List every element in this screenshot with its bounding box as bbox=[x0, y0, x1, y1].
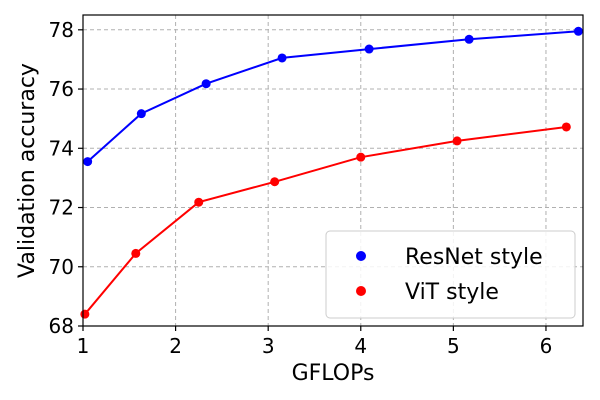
legend-label: ResNet style bbox=[405, 245, 543, 270]
x-tick-label: 1 bbox=[77, 334, 90, 358]
data-point bbox=[356, 152, 366, 162]
data-point bbox=[573, 26, 583, 36]
data-point bbox=[136, 109, 146, 119]
y-axis-label: Validation accuracy bbox=[15, 63, 40, 278]
plot-frame bbox=[82, 14, 584, 327]
legend-entry: ViT style bbox=[356, 280, 499, 305]
series-0 bbox=[83, 26, 583, 167]
data-point bbox=[277, 53, 287, 63]
x-tick-label: 6 bbox=[540, 334, 553, 358]
legend-entry: ResNet style bbox=[356, 245, 543, 270]
data-point bbox=[561, 122, 571, 132]
legend-marker bbox=[356, 286, 366, 296]
data-point bbox=[452, 136, 462, 146]
data-point bbox=[364, 44, 374, 54]
data-point bbox=[201, 79, 211, 89]
data-point bbox=[131, 248, 141, 258]
y-tick-label: 78 bbox=[49, 18, 74, 42]
data-point bbox=[83, 157, 93, 167]
legend-marker bbox=[356, 251, 366, 261]
x-tick-label: 3 bbox=[262, 334, 275, 358]
series-line bbox=[86, 30, 579, 163]
y-tick-label: 76 bbox=[49, 77, 74, 101]
x-tick-label: 4 bbox=[354, 334, 367, 358]
y-tick-label: 74 bbox=[49, 136, 74, 160]
y-tick-label: 68 bbox=[49, 314, 74, 338]
data-point bbox=[194, 197, 204, 207]
data-point bbox=[80, 309, 90, 319]
y-tick-label: 70 bbox=[49, 255, 74, 279]
data-point bbox=[270, 177, 280, 187]
ticks: 1 2 3 4 5 6 68 70 72 74 76 78 bbox=[49, 18, 553, 358]
y-tick-label: 72 bbox=[49, 196, 74, 220]
data-point bbox=[464, 34, 474, 44]
x-tick-label: 5 bbox=[447, 334, 460, 358]
legend: ResNet style ViT style bbox=[325, 230, 576, 319]
x-axis-label: GFLOPs bbox=[292, 361, 375, 386]
legend-box bbox=[325, 230, 576, 319]
x-tick-label: 2 bbox=[169, 334, 182, 358]
legend-label: ViT style bbox=[405, 280, 499, 305]
